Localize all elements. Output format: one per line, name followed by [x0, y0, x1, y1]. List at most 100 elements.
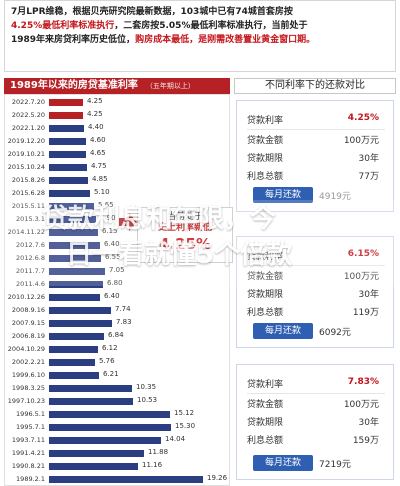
header-line-3-b: 购房成本最低，是刚需改善置业黄金窗口期。 [135, 35, 316, 45]
card-label: 贷款期限 [247, 290, 284, 300]
chart-value-label: 11.88 [148, 448, 169, 456]
card-label: 贷款金额 [247, 272, 284, 282]
chart-row: 1999.6.10 6.21 [5, 370, 231, 380]
card-value: 30年 [358, 418, 379, 428]
chart-row: 1989.2.1 19.26 [5, 474, 231, 484]
chart-value-label: 4.60 [90, 136, 106, 144]
chart-value-label: 6.80 [107, 279, 123, 287]
chart-date-label: 2012.6.8 [16, 254, 45, 262]
chart-row: 2012.7.6 6.40 [5, 240, 231, 250]
chart-date-label: 2015.10.24 [7, 163, 45, 171]
chart-bar [49, 294, 100, 301]
card-row-amount: 贷款金额 100万元 [247, 133, 385, 149]
repayment-card-3: 贷款利率 7.83% 贷款金额 100万元 贷款期限 30年 利息总额 159万… [236, 364, 394, 480]
card-row-interest: 利息总额 159万 [247, 433, 385, 449]
card-value: 6.15% [347, 249, 379, 259]
chart-date-label: 2015.5.11 [11, 202, 45, 210]
chart-date-label: 2011.7.7 [16, 267, 45, 275]
chart-row: 2022.5.20 4.25 [5, 110, 231, 120]
monthly-payment-value: 7219元 [319, 460, 351, 470]
card-row-interest: 利息总额 119万 [247, 305, 385, 321]
chart-bar [49, 476, 203, 483]
chart-date-label: 1989.2.1 [16, 475, 45, 483]
chart-row: 1996.5.1 15.12 [5, 409, 231, 419]
chart-date-label: 2011.4.6 [16, 280, 45, 288]
chart-value-label: 11.16 [142, 461, 163, 469]
chart-row: 1998.3.25 10.35 [5, 383, 231, 393]
chart-value-label: 19.26 [207, 474, 228, 482]
chart-value-label: 6.84 [108, 331, 124, 339]
chart-bar [49, 229, 98, 236]
card-value: 4.25% [347, 113, 379, 123]
chart-row: 1993.7.11 14.04 [5, 435, 231, 445]
chart-bar [49, 125, 84, 132]
chart-bar [49, 255, 101, 262]
header-note: 7月LPR维稳，根据贝壳研究院最新数据，103城中已有74城首套房按 4.25%… [4, 0, 396, 72]
chart-bar [49, 359, 95, 366]
chart-row: 1997.10.23 10.53 [5, 396, 231, 406]
chart-value-label: 14.04 [165, 435, 186, 443]
chart-row: 2011.7.7 7.05 [5, 266, 231, 276]
chart-row: 2012.6.8 6.55 [5, 253, 231, 263]
card-value: 30年 [358, 154, 379, 164]
monthly-payment-button[interactable]: 每月还款 [253, 187, 313, 203]
card-row-term: 贷款期限 30年 [247, 415, 385, 431]
card-row-term: 贷款期限 30年 [247, 151, 385, 167]
chart-value-label: 5.90 [100, 214, 116, 222]
chart-value-label: 15.30 [175, 422, 196, 430]
chart-bar [49, 463, 138, 470]
card-label: 贷款利率 [247, 380, 284, 390]
chart-row: 2022.7.20 4.25 [5, 97, 231, 107]
header-line-1-b: 103城中已有74城首套房按 [180, 7, 293, 17]
card-label: 利息总额 [247, 308, 284, 318]
repayment-card-1: 贷款利率 4.25% 贷款金额 100万元 贷款期限 30年 利息总额 77万 … [236, 100, 394, 212]
card-label: 贷款金额 [247, 136, 284, 146]
chart-row: 2007.9.15 7.83 [5, 318, 231, 328]
chart-bar [49, 411, 170, 418]
monthly-payment-button[interactable]: 每月还款 [253, 323, 313, 339]
chart-row: 2015.8.26 4.85 [5, 175, 231, 185]
chart-row: 2008.9.16 7.74 [5, 305, 231, 315]
header-line-2-b: ，二套房按5.05%最低利率标准执行，当前处于 [114, 21, 308, 31]
divider [247, 265, 385, 266]
card-value: 119万 [352, 308, 379, 318]
chart-value-label: 15.12 [174, 409, 195, 417]
chart-bar [49, 190, 90, 197]
chart-value-label: 4.85 [92, 175, 108, 183]
chart-value-label: 4.75 [91, 162, 107, 170]
chart-value-label: 4.40 [88, 123, 104, 131]
chart-bar [49, 372, 99, 379]
chart-value-label: 7.74 [115, 305, 131, 313]
chart-row: 1995.7.1 15.30 [5, 422, 231, 432]
chart-date-label: 2015.3.1 [16, 215, 45, 223]
chart-date-label: 2022.5.20 [11, 111, 45, 119]
chart-bar [49, 138, 86, 145]
chart-bar [49, 281, 103, 288]
chart-bar [49, 112, 83, 119]
current-rate-callout: 当前处于 史上利率新低 4.25% [137, 207, 233, 263]
chart-value-label: 5.65 [98, 201, 114, 209]
header-line-2: 4.25%最低利率标准执行，二套房按5.05%最低利率标准执行，当前处于 [11, 19, 389, 33]
chart-value-label: 5.76 [99, 357, 115, 365]
monthly-payment-value: 4919元 [319, 192, 351, 202]
chart-date-label: 2019.10.21 [7, 150, 45, 158]
chart-row: 2006.8.19 6.84 [5, 331, 231, 341]
chart-value-label: 6.40 [104, 292, 120, 300]
chart-bar [49, 268, 105, 275]
card-label: 贷款金额 [247, 400, 284, 410]
chart-value-label: 10.35 [136, 383, 157, 391]
chart-date-label: 2012.7.6 [16, 241, 45, 249]
card-row-interest: 利息总额 77万 [247, 169, 385, 185]
chart-bar [49, 424, 171, 431]
chart-date-label: 2014.11.22 [7, 228, 45, 236]
chart-bar [49, 164, 87, 171]
chart-value-label: 6.12 [102, 344, 118, 352]
chart-row: 2015.3.1 5.90 [5, 214, 231, 224]
divider [247, 129, 385, 130]
chart-row: 1990.8.21 11.16 [5, 461, 231, 471]
chart-bar [49, 320, 112, 327]
card-row-amount: 贷款金额 100万元 [247, 397, 385, 413]
chart-row: 1991.4.21 11.88 [5, 448, 231, 458]
monthly-payment-button[interactable]: 每月还款 [253, 455, 313, 471]
card-value: 7.83% [347, 377, 379, 387]
